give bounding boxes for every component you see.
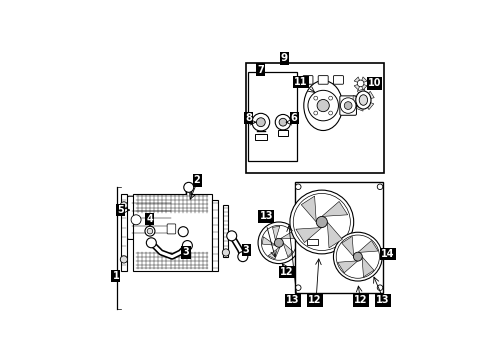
- Circle shape: [295, 285, 301, 291]
- Text: 12: 12: [308, 296, 321, 305]
- Polygon shape: [327, 222, 343, 248]
- Bar: [248, 72, 297, 161]
- FancyBboxPatch shape: [127, 196, 176, 239]
- Circle shape: [258, 222, 300, 264]
- Text: 12: 12: [354, 296, 368, 305]
- Polygon shape: [272, 226, 280, 240]
- Ellipse shape: [304, 81, 343, 131]
- Text: 3: 3: [243, 245, 249, 255]
- Circle shape: [329, 111, 333, 115]
- Circle shape: [295, 184, 301, 190]
- Circle shape: [314, 111, 318, 115]
- Polygon shape: [364, 100, 374, 110]
- Circle shape: [314, 96, 318, 100]
- Text: 4: 4: [147, 214, 153, 224]
- Text: 2: 2: [194, 175, 200, 185]
- Circle shape: [256, 118, 265, 127]
- Polygon shape: [269, 247, 280, 259]
- Polygon shape: [361, 84, 367, 90]
- Text: 6: 6: [291, 113, 297, 123]
- Polygon shape: [353, 95, 364, 103]
- Polygon shape: [358, 240, 378, 252]
- FancyBboxPatch shape: [303, 76, 313, 84]
- Circle shape: [357, 80, 364, 87]
- Circle shape: [261, 225, 296, 260]
- Circle shape: [316, 216, 327, 228]
- Polygon shape: [322, 202, 348, 216]
- Polygon shape: [362, 257, 374, 277]
- Circle shape: [147, 228, 153, 234]
- Text: 14: 14: [381, 249, 394, 259]
- Circle shape: [131, 215, 141, 225]
- Circle shape: [274, 238, 283, 247]
- Circle shape: [344, 102, 352, 109]
- FancyBboxPatch shape: [334, 76, 343, 84]
- Circle shape: [238, 252, 248, 262]
- Bar: [295, 182, 383, 293]
- Circle shape: [317, 99, 329, 112]
- Circle shape: [377, 184, 383, 190]
- Text: 12: 12: [280, 267, 294, 277]
- Circle shape: [329, 96, 333, 100]
- Text: 5: 5: [118, 205, 124, 215]
- Circle shape: [353, 252, 362, 261]
- Circle shape: [222, 249, 229, 256]
- Bar: [307, 239, 318, 245]
- Bar: [121, 194, 127, 270]
- Polygon shape: [283, 243, 293, 257]
- Text: 11: 11: [294, 77, 308, 87]
- FancyBboxPatch shape: [167, 224, 176, 234]
- Polygon shape: [338, 261, 358, 273]
- Circle shape: [334, 232, 382, 281]
- Ellipse shape: [359, 95, 368, 105]
- Polygon shape: [301, 196, 316, 222]
- Text: 1: 1: [113, 271, 119, 281]
- Circle shape: [184, 183, 194, 192]
- Bar: [223, 205, 228, 257]
- Text: 13: 13: [286, 296, 299, 305]
- Circle shape: [120, 202, 127, 209]
- Circle shape: [308, 90, 339, 121]
- Circle shape: [341, 98, 356, 113]
- Text: 10: 10: [368, 78, 381, 89]
- Text: 9: 9: [281, 53, 288, 63]
- Circle shape: [182, 240, 193, 251]
- Circle shape: [279, 118, 287, 126]
- Ellipse shape: [356, 91, 371, 109]
- Polygon shape: [364, 91, 374, 100]
- Circle shape: [227, 231, 237, 241]
- Circle shape: [275, 114, 291, 130]
- Text: 13: 13: [260, 211, 273, 221]
- Polygon shape: [354, 77, 361, 84]
- Circle shape: [145, 226, 155, 236]
- Polygon shape: [296, 228, 322, 243]
- Circle shape: [178, 227, 188, 237]
- Circle shape: [120, 256, 127, 263]
- Text: 13: 13: [376, 296, 390, 305]
- Polygon shape: [262, 237, 275, 245]
- FancyBboxPatch shape: [340, 96, 356, 115]
- Polygon shape: [356, 100, 364, 111]
- Text: 8: 8: [245, 113, 252, 123]
- Bar: [245, 63, 384, 174]
- Text: 3: 3: [183, 247, 189, 257]
- Bar: [133, 194, 212, 270]
- Circle shape: [336, 235, 379, 278]
- Circle shape: [293, 193, 350, 251]
- Polygon shape: [280, 232, 295, 239]
- Bar: [255, 134, 267, 140]
- Polygon shape: [342, 237, 354, 257]
- Polygon shape: [361, 77, 367, 84]
- Circle shape: [252, 113, 270, 131]
- FancyBboxPatch shape: [318, 76, 328, 84]
- Polygon shape: [354, 84, 361, 90]
- Bar: [212, 200, 219, 270]
- Text: 7: 7: [257, 64, 264, 75]
- Circle shape: [377, 285, 383, 291]
- Circle shape: [147, 238, 156, 248]
- Polygon shape: [357, 89, 365, 100]
- Bar: [278, 130, 288, 136]
- Circle shape: [290, 190, 354, 254]
